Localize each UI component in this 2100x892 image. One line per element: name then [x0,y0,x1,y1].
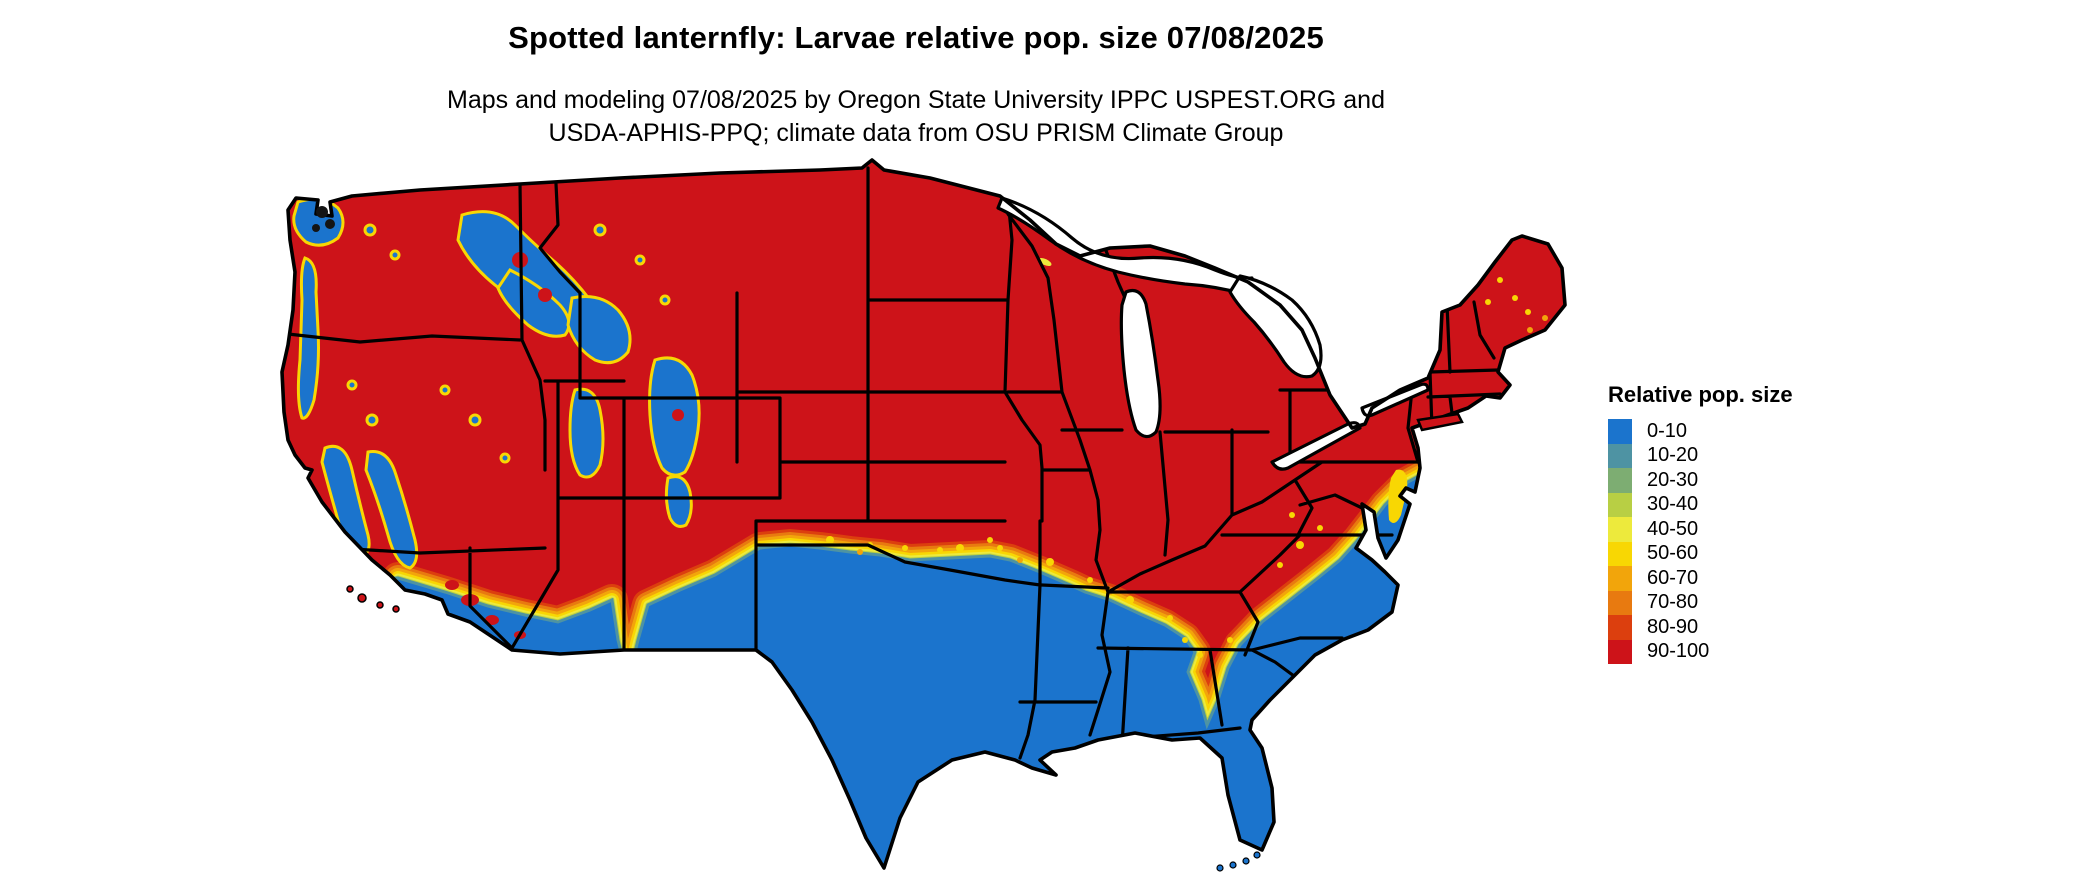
lake-ontario [1360,382,1430,418]
long-island [1416,412,1464,432]
legend-swatch [1608,615,1632,640]
puget-sound-water [312,206,335,232]
legend-row: 20-30 [1608,468,1793,493]
legend-row: 10-20 [1608,443,1793,468]
channel-islands [346,585,400,613]
legend-row: 50-60 [1608,541,1793,566]
lake-erie [1270,421,1362,471]
legend-swatch [1608,443,1632,468]
legend-label: 80-90 [1647,615,1699,638]
map-pocket-red-holes [512,252,684,421]
legend-row: 40-50 [1608,517,1793,542]
us-outline [280,158,1567,870]
lake-huron [1228,274,1323,379]
legend-rows: 0-10 10-20 20-30 30-40 40-50 50-60 60-70 [1608,419,1793,664]
legend-label: 50-60 [1647,542,1699,565]
legend-swatch [1608,541,1632,566]
legend-row: 60-70 [1608,566,1793,591]
legend-row: 80-90 [1608,615,1793,640]
subtitle-line-2: USDA-APHIS-PPQ; climate data from OSU PR… [548,119,1284,147]
legend-label: 10-20 [1647,444,1699,467]
legend-swatch [1608,517,1632,542]
legend-swatch [1608,492,1632,517]
legend-row: 90-100 [1608,639,1793,664]
lake-michigan [1119,288,1162,439]
great-lakes [996,196,1430,471]
legend-swatch [1608,590,1632,615]
map-socal-red-patches [445,580,526,639]
legend-row: 30-40 [1608,492,1793,517]
legend-label: 20-30 [1647,468,1699,491]
legend-label: 0-10 [1647,419,1688,442]
legend-swatch [1608,639,1632,664]
legend-swatch [1608,468,1632,493]
legend-row: 70-80 [1608,590,1793,615]
legend-swatch [1608,566,1632,591]
florida-keys [1216,851,1261,872]
legend-title: Relative pop. size [1608,382,1793,407]
figure-title: Spotted lanternfly: Larvae relative pop.… [508,20,1324,55]
legend-label: 30-40 [1647,493,1699,516]
legend-swatch [1608,419,1632,444]
figure-subtitle: Maps and modeling 07/08/2025 by Oregon S… [0,84,1832,150]
legend: Relative pop. size 0-10 10-20 20-30 30-4… [1608,382,1793,664]
legend-label: 60-70 [1647,566,1699,589]
legend-label: 90-100 [1647,640,1710,663]
subtitle-line-1: Maps and modeling 07/08/2025 by Oregon S… [447,86,1385,114]
legend-label: 40-50 [1647,517,1699,540]
legend-label: 70-80 [1647,591,1699,614]
legend-row: 0-10 [1608,419,1793,444]
